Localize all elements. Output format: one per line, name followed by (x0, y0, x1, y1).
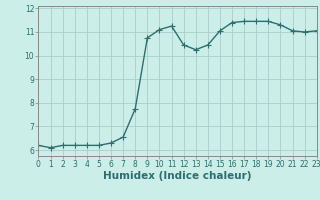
X-axis label: Humidex (Indice chaleur): Humidex (Indice chaleur) (103, 171, 252, 181)
